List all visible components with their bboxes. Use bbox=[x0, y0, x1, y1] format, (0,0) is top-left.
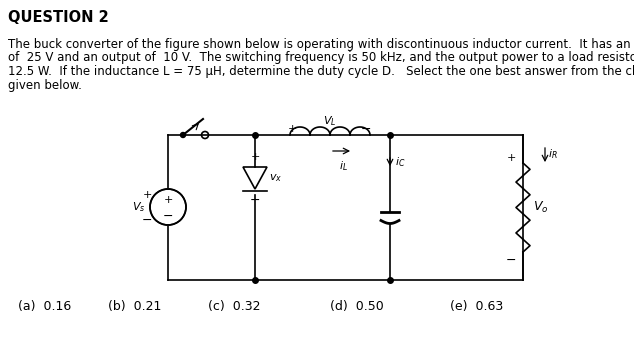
Text: +: + bbox=[164, 195, 172, 205]
Text: of  25 V and an output of  10 V.  The switching frequency is 50 kHz, and the out: of 25 V and an output of 10 V. The switc… bbox=[8, 51, 634, 65]
Text: $V_s$: $V_s$ bbox=[131, 200, 145, 214]
Text: −: − bbox=[506, 254, 516, 266]
Text: (b)  0.21: (b) 0.21 bbox=[108, 300, 162, 313]
Text: (e)  0.63: (e) 0.63 bbox=[450, 300, 503, 313]
Text: −: − bbox=[250, 194, 260, 207]
Text: (d)  0.50: (d) 0.50 bbox=[330, 300, 384, 313]
Text: −: − bbox=[163, 210, 173, 223]
Circle shape bbox=[181, 132, 186, 138]
Text: +: + bbox=[507, 153, 515, 163]
Text: −: − bbox=[361, 122, 372, 136]
Text: +: + bbox=[287, 124, 297, 134]
Text: The buck converter of the figure shown below is operating with discontinuous ind: The buck converter of the figure shown b… bbox=[8, 38, 634, 51]
Circle shape bbox=[150, 189, 186, 225]
Text: given below.: given below. bbox=[8, 78, 82, 92]
Text: $v_x$: $v_x$ bbox=[269, 172, 282, 184]
Text: $i_L$: $i_L$ bbox=[339, 159, 347, 173]
Text: −: − bbox=[142, 214, 152, 226]
Text: QUESTION 2: QUESTION 2 bbox=[8, 10, 109, 25]
Text: $V_o$: $V_o$ bbox=[533, 200, 548, 215]
Text: $V_L$: $V_L$ bbox=[323, 114, 337, 128]
Text: 12.5 W.  If the inductance L = 75 μH, determine the duty cycle D.   Select the o: 12.5 W. If the inductance L = 75 μH, det… bbox=[8, 65, 634, 78]
Text: (c)  0.32: (c) 0.32 bbox=[208, 300, 261, 313]
Text: $i_R$: $i_R$ bbox=[548, 147, 558, 161]
Text: $i_C$: $i_C$ bbox=[395, 155, 406, 169]
Text: (a)  0.16: (a) 0.16 bbox=[18, 300, 71, 313]
Text: +: + bbox=[250, 152, 260, 162]
Text: +: + bbox=[142, 190, 152, 200]
